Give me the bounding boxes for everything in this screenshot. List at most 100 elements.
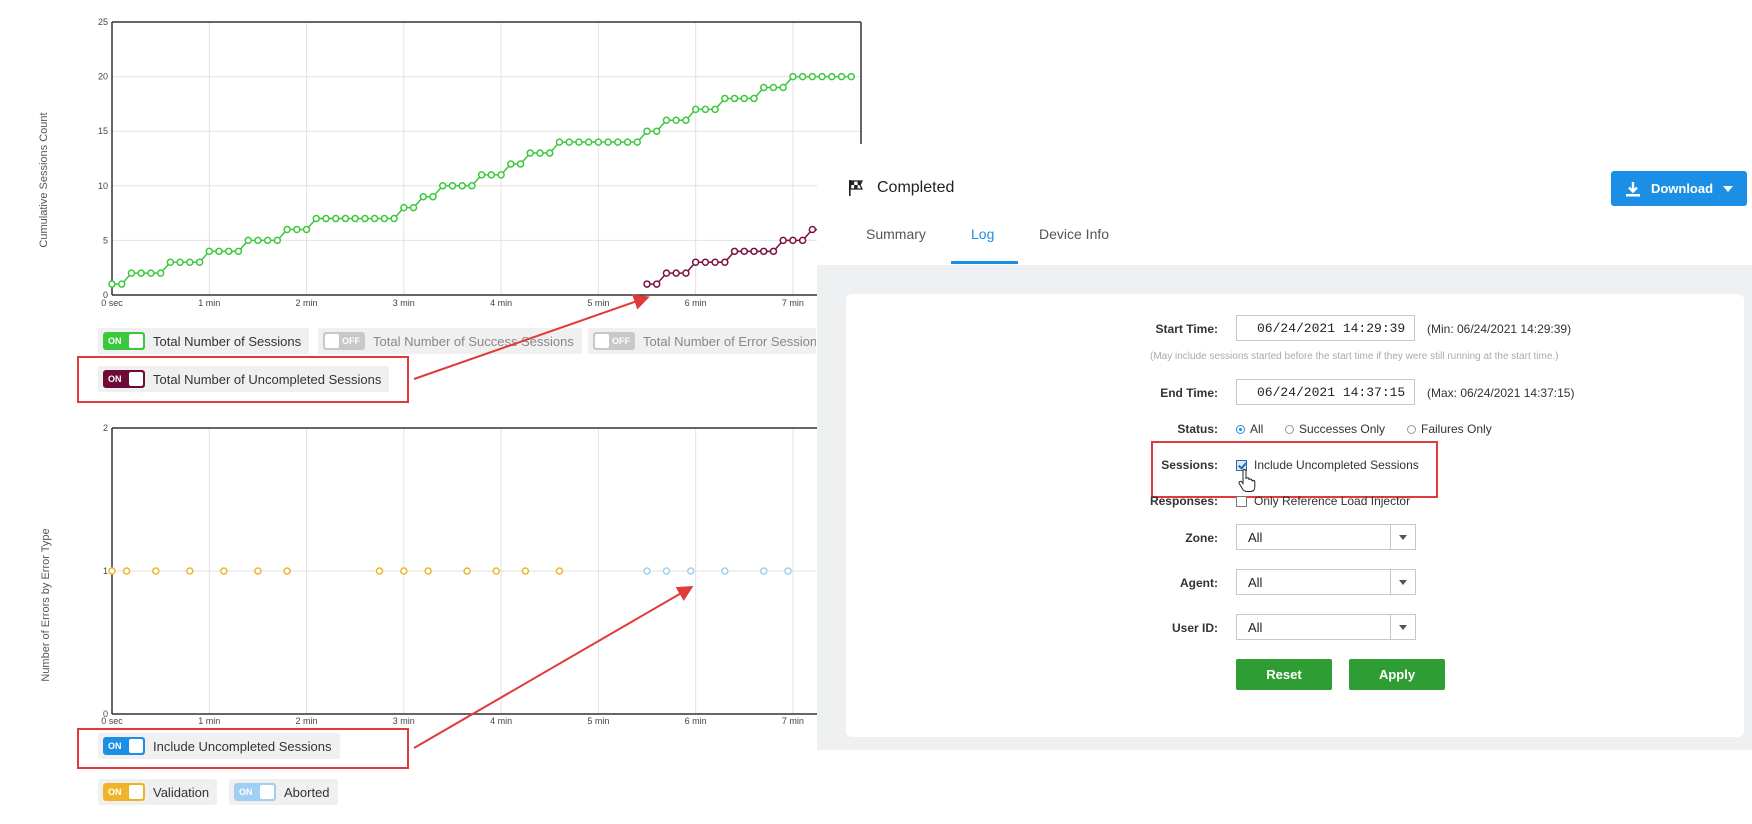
bottom-chart-x-tick-label: 3 min: [393, 716, 415, 726]
tab-summary[interactable]: Summary: [866, 226, 926, 242]
aborted-label: Aborted: [284, 784, 330, 800]
apply-button[interactable]: Apply: [1349, 659, 1445, 690]
top-chart-x-tick-label: 2 min: [296, 298, 318, 308]
top-chart-point: [409, 203, 418, 212]
chevron-down-icon: [1390, 525, 1415, 549]
end-time-input[interactable]: 06/24/2021 14:37:15: [1236, 379, 1415, 405]
top-chart-y-tick-label: 20: [98, 72, 108, 82]
top-chart-point: [156, 269, 165, 277]
total-sessions-switch[interactable]: ON: [103, 332, 145, 350]
top-chart-point: [614, 138, 622, 146]
top-chart-point: [643, 127, 651, 135]
top-chart-point: [137, 269, 145, 277]
top-chart-point: [195, 258, 204, 266]
radio-icon: [1407, 425, 1416, 434]
top-chart-point: [730, 247, 739, 256]
top-chart-point: [361, 214, 369, 223]
top-chart-point: [448, 182, 457, 190]
top-chart-point: [166, 258, 175, 266]
top-chart-point: [176, 258, 184, 266]
top-chart-point: [390, 214, 398, 223]
bottom-chart-point: [122, 567, 131, 575]
start-time-min-note: (Min: 06/24/2021 14:29:39): [1427, 322, 1572, 336]
bottom-chart-point: [424, 567, 432, 575]
total-sessions-label: Total Number of Sessions: [153, 333, 302, 349]
bottom-chart-point: [662, 567, 671, 575]
top-chart-point: [545, 149, 554, 157]
include-uncompleted-switch[interactable]: ON: [103, 737, 145, 755]
top-chart-point: [575, 138, 583, 146]
top-chart-point: [779, 83, 787, 92]
top-chart-point: [808, 225, 817, 234]
top-chart-point: [263, 236, 272, 245]
chevron-down-icon: [1390, 615, 1415, 639]
top-chart-point: [769, 83, 778, 92]
toggle-include-uncompleted[interactable]: ON Include Uncompleted Sessions: [98, 733, 340, 759]
top-chart-point: [487, 171, 496, 179]
top-chart-point: [477, 171, 486, 179]
zone-select[interactable]: All: [1236, 524, 1416, 550]
download-button-label: Download: [1650, 181, 1714, 196]
agent-select[interactable]: All: [1236, 569, 1416, 595]
top-chart-point: [721, 94, 729, 103]
tab-log[interactable]: Log: [971, 226, 995, 242]
status-radio-failures-only[interactable]: Failures Only: [1407, 422, 1492, 436]
include-uncompleted-label: Include Uncompleted Sessions: [153, 738, 332, 754]
end-time-max-note: (Max: 06/24/2021 14:37:15): [1427, 386, 1575, 400]
top-chart-point: [215, 247, 223, 256]
top-chart-point: [555, 138, 564, 146]
top-chart-point: [798, 236, 807, 245]
toggle-validation[interactable]: ON Validation: [98, 779, 218, 805]
status-radio-all[interactable]: All: [1236, 422, 1263, 436]
top-chart-point: [331, 214, 340, 223]
tab-device-info[interactable]: Device Info: [1039, 226, 1110, 242]
bottom-chart-point: [555, 567, 564, 575]
top-chart-point: [750, 247, 758, 256]
top-chart-point: [147, 269, 155, 277]
toggle-uncompleted-sessions[interactable]: ON Total Number of Uncompleted Sessions: [98, 366, 390, 392]
top-chart-point: [779, 236, 787, 245]
toggle-total-sessions[interactable]: ON Total Number of Sessions: [98, 328, 310, 354]
top-chart-point: [234, 247, 243, 256]
top-chart-y-tick-label: 0: [103, 290, 108, 300]
top-chart-point: [429, 192, 437, 201]
toggle-aborted[interactable]: ON Aborted: [229, 779, 338, 805]
top-chart-point: [604, 138, 612, 146]
top-chart-point: [701, 105, 710, 114]
success-sessions-switch[interactable]: OFF: [323, 332, 365, 350]
top-chart-point: [759, 247, 768, 256]
bottom-chart: 0 1 2 0 sec 1 min 2 min 3 min 4 min 5 min 6 min 7 …: [101, 423, 861, 726]
bottom-chart-point: [721, 567, 729, 575]
uncompleted-sessions-label: Total Number of Uncompleted Sessions: [153, 371, 382, 387]
top-chart-point: [691, 105, 700, 114]
top-chart-point: [594, 138, 603, 146]
uncompleted-sessions-switch[interactable]: ON: [103, 370, 145, 388]
bottom-chart-point: [152, 567, 160, 575]
reset-button[interactable]: Reset: [1236, 659, 1332, 690]
bottom-chart-point: [643, 567, 651, 575]
top-chart-point: [117, 280, 126, 288]
highlight-box-sessions-option: [1151, 441, 1438, 498]
top-chart-point: [584, 138, 593, 146]
bottom-chart-point: [186, 567, 194, 575]
top-chart-point: [789, 72, 797, 81]
include-uncompleted-checkbox[interactable]: Include Uncompleted Sessions: [1236, 458, 1419, 472]
status-radio-successes-only[interactable]: Successes Only: [1285, 422, 1385, 436]
validation-switch[interactable]: ON: [103, 783, 145, 801]
bottom-chart-x-tick-label: 2 min: [296, 716, 318, 726]
bottom-chart-y-tick-label: 1: [103, 566, 108, 576]
start-time-label: Start Time:: [1155, 322, 1218, 336]
top-chart-x-tick-label: 6 min: [685, 298, 707, 308]
aborted-switch[interactable]: ON: [234, 783, 276, 801]
top-chart-point: [273, 236, 282, 245]
user-id-select[interactable]: All: [1236, 614, 1416, 640]
reference-load-injector-checkbox[interactable]: Only Reference Load Injector: [1236, 494, 1410, 508]
start-time-input[interactable]: 06/24/2021 14:29:39: [1236, 315, 1415, 341]
download-button[interactable]: Download: [1611, 171, 1747, 206]
chevron-down-icon: [1390, 570, 1415, 594]
top-chart-point: [516, 160, 525, 168]
top-chart-point: [536, 149, 544, 157]
bottom-chart-point: [463, 567, 471, 575]
top-chart-point: [701, 258, 710, 266]
